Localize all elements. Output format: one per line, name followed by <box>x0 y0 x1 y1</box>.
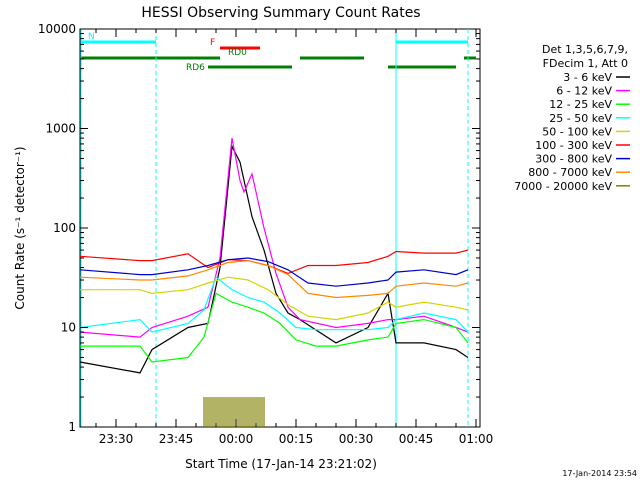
series-4 <box>80 276 469 321</box>
x-tick-label: 23:45 <box>159 432 194 446</box>
series-7 <box>79 259 469 299</box>
x-tick-label: 00:45 <box>399 432 434 446</box>
legend-entry: 50 - 100 keV <box>542 125 612 138</box>
legend-header: Det 1,3,5,6,7,9, <box>542 43 628 56</box>
y-tick-label: 100 <box>53 221 76 235</box>
legend-entry: 3 - 6 keV <box>563 71 612 84</box>
legend: Det 1,3,5,6,7,9,FDecim 1, Att 03 - 6 keV… <box>514 43 630 193</box>
y-tick-label: 10 <box>61 321 76 335</box>
series-5 <box>79 249 469 275</box>
legend-header: FDecim 1, Att 0 <box>543 57 628 70</box>
chart-title: HESSI Observing Summary Count Rates <box>141 5 420 21</box>
series-3 <box>79 276 469 333</box>
x-tick-label: 00:30 <box>339 432 374 446</box>
series-lines <box>79 137 469 427</box>
flag-bars: N F RD0 RD6 <box>81 32 476 73</box>
flag-label: RD6 <box>186 63 205 73</box>
y-tick-label: 10000 <box>38 22 76 36</box>
x-tick-label: 23:30 <box>99 432 134 446</box>
legend-entry: 25 - 50 keV <box>549 112 612 125</box>
legend-entry: 6 - 12 keV <box>556 85 612 98</box>
legend-entry: 7000 - 20000 keV <box>514 180 612 193</box>
series-8 <box>203 397 265 427</box>
series-2 <box>80 292 469 363</box>
legend-entry: 100 - 300 keV <box>535 139 612 152</box>
series-0 <box>79 144 469 374</box>
y-tick-label: 1 <box>68 420 76 434</box>
x-axis: 23:30 23:45 00:00 00:15 00:30 00:45 01:00 <box>95 29 494 446</box>
flag-label: RD0 <box>228 48 247 58</box>
flag-label: N <box>88 32 95 42</box>
x-tick-label: 00:00 <box>219 432 254 446</box>
legend-entry: 800 - 7000 keV <box>528 166 612 179</box>
legend-entry: 12 - 25 keV <box>549 98 612 111</box>
x-tick-label: 01:00 <box>459 432 494 446</box>
y-axis-label: Count Rate (s⁻¹ detector⁻¹) <box>13 146 27 309</box>
flag-label: F <box>210 38 215 48</box>
y-tick-label: 1000 <box>45 122 76 136</box>
legend-entry: 300 - 800 keV <box>535 153 612 166</box>
plot-frame <box>79 28 481 428</box>
attenuator-markers <box>80 29 469 427</box>
series-1 <box>79 137 469 338</box>
y-axis: 1 10 100 1000 10000 <box>38 22 480 434</box>
x-axis-label: Start Time (17-Jan-14 23:21:02) <box>185 457 377 471</box>
x-tick-label: 00:15 <box>279 432 314 446</box>
series-6 <box>79 257 469 287</box>
date-stamp: 17-Jan-2014 23:54 <box>562 469 637 478</box>
